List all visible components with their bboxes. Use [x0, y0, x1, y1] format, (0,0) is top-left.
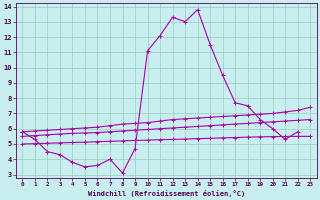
X-axis label: Windchill (Refroidissement éolien,°C): Windchill (Refroidissement éolien,°C): [88, 190, 245, 197]
